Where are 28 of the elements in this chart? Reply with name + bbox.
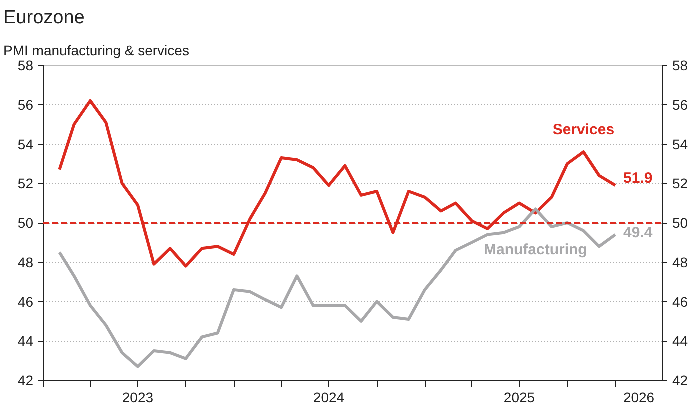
y2-tick-label: 52: [672, 176, 688, 192]
y2-tick-label: 46: [672, 294, 688, 310]
chart-title: Eurozone: [4, 8, 85, 28]
y-tick-label: 48: [18, 254, 34, 270]
y2-tick-label: 50: [672, 215, 688, 231]
y-tick-label: 52: [18, 176, 34, 192]
chart-subtitle: PMI manufacturing & services: [4, 42, 190, 58]
y-tick-label: 58: [18, 58, 34, 74]
y2-tick-label: 44: [672, 333, 688, 350]
y2-tick-label: 58: [672, 58, 688, 74]
x-tick-label: 2025: [504, 390, 536, 406]
data-label: 49.4: [624, 224, 654, 242]
y-tick-label: 46: [18, 294, 34, 310]
y2-tick-label: 48: [672, 254, 688, 270]
y-tick-label: 54: [18, 136, 34, 152]
y2-tick-label: 54: [672, 136, 688, 152]
x-tick-label: 2023: [122, 390, 154, 406]
y-tick-label: 56: [18, 96, 34, 113]
x-tick-label: 2024: [313, 390, 345, 406]
series-label: Services: [552, 122, 615, 139]
x-tick-label: 2026: [623, 390, 655, 406]
y-tick-label: 44: [18, 333, 34, 350]
y2-tick-label: 42: [672, 372, 688, 388]
data-label: 51.9: [624, 170, 653, 188]
y-tick-label: 42: [18, 372, 34, 388]
y2-tick-label: 56: [672, 96, 688, 113]
series-label: Manufacturing: [484, 242, 588, 259]
y-tick-label: 50: [18, 215, 34, 231]
